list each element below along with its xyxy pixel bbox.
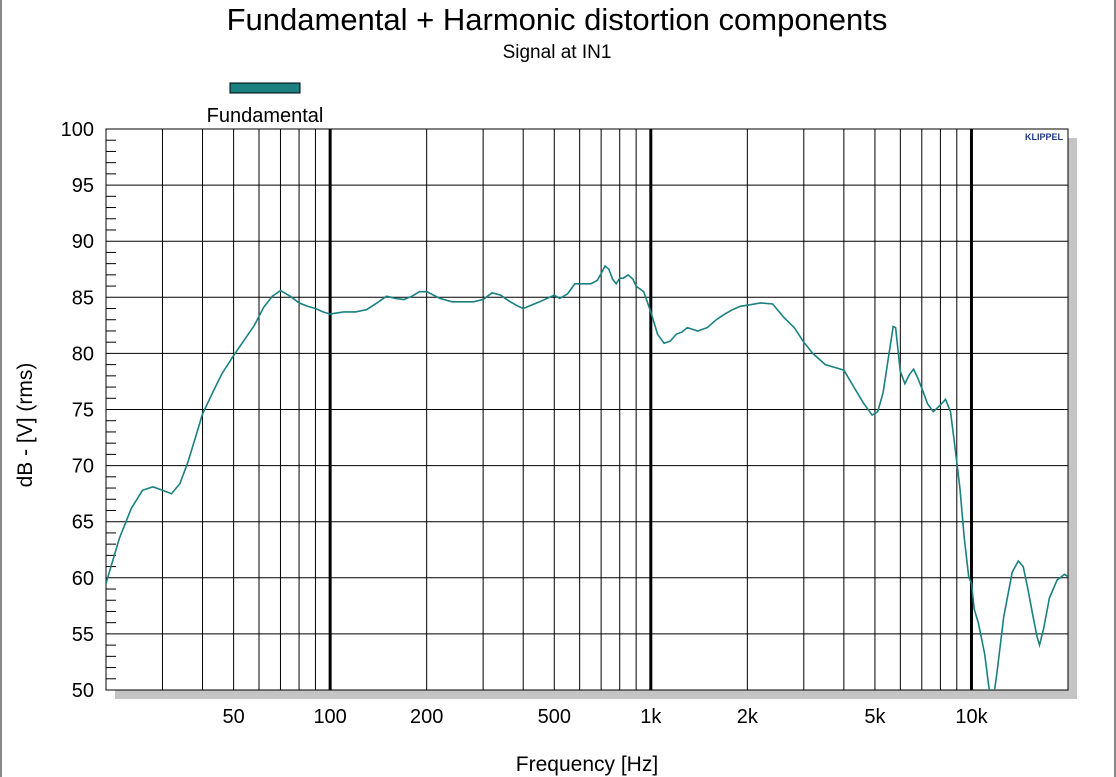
y-tick-label: 75 [72,400,94,422]
right-window-border [1114,0,1116,777]
x-tick-label: 200 [410,706,443,728]
klippel-watermark: KLIPPEL [1025,132,1064,142]
x-gridlines [161,129,973,690]
x-tick-label: 500 [538,706,571,728]
y-tick-label: 100 [61,119,94,141]
x-tick-label: 50 [222,706,244,728]
y-tick-label: 70 [72,456,94,478]
y-minor-ticks [106,139,116,680]
x-tick-label: 100 [313,706,346,728]
chart-title: Fundamental + Harmonic distortion compon… [227,2,888,37]
y-tick-labels: 50 55 60 65 70 75 80 85 90 95 100 [61,119,94,702]
x-axis-label: Frequency [Hz] [516,753,658,776]
y-tick-label: 80 [72,343,94,365]
y-gridlines [106,184,1068,635]
y-tick-label: 95 [72,175,94,197]
y-tick-label: 50 [72,680,94,702]
y-tick-label: 85 [72,287,94,309]
x-tick-labels: 50 100 200 500 1k 2k 5k 10k [222,706,988,728]
y-tick-label: 55 [72,624,94,646]
y-tick-label: 60 [72,568,94,590]
legend-swatch [229,82,301,94]
x-tick-label: 1k [640,706,662,728]
y-tick-label: 65 [72,512,94,534]
x-tick-label: 2k [737,706,759,728]
fundamental-series-line [106,264,1068,690]
legend-label: Fundamental [207,105,324,127]
y-axis-label: dB - [V] (rms) [14,363,37,488]
x-tick-label: 10k [955,706,988,728]
y-tick-label: 90 [72,231,94,253]
chart-subtitle: Signal at IN1 [503,42,612,63]
x-tick-label: 5k [864,706,886,728]
left-window-border [0,0,2,777]
